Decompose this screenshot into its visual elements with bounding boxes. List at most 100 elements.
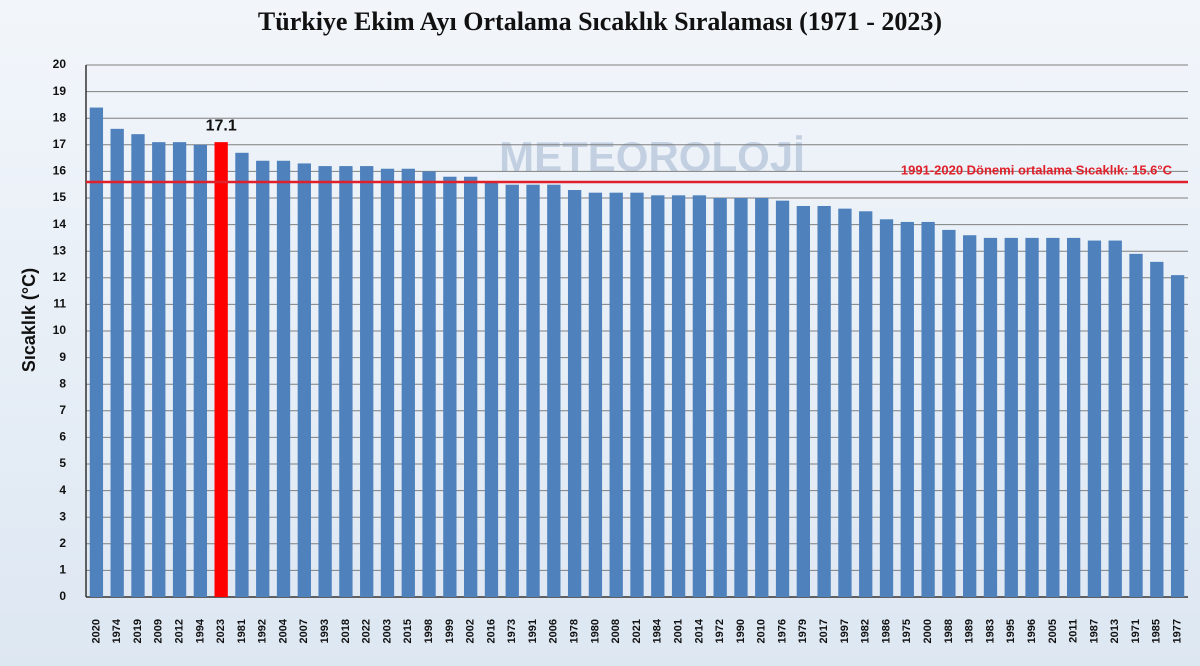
- y-tick-label: 8: [59, 376, 66, 390]
- bar: [713, 198, 727, 597]
- bar: [172, 142, 187, 597]
- data-label: 17.1: [206, 117, 237, 134]
- x-tick-label: 2006: [548, 619, 560, 643]
- bar: [1150, 261, 1164, 597]
- x-tick-label: 1980: [589, 619, 601, 643]
- x-tick-label: 1985: [1151, 619, 1163, 643]
- x-tick-label: 1983: [984, 619, 996, 643]
- bar: [339, 166, 353, 597]
- bar: [734, 198, 748, 597]
- x-tick-label: 2012: [173, 619, 185, 643]
- bar: [921, 221, 935, 597]
- x-tick-label: 1988: [943, 619, 955, 643]
- bar: [838, 208, 852, 597]
- bar: [547, 184, 561, 597]
- x-tick-label: 1997: [839, 619, 851, 643]
- bar: [796, 205, 810, 598]
- y-axis-label: Sıcaklık (°C): [19, 268, 39, 372]
- bar: [630, 192, 644, 597]
- x-tick-label: 2013: [1109, 619, 1121, 643]
- bar: [443, 176, 457, 597]
- y-tick-label: 3: [59, 509, 66, 523]
- bar: [983, 237, 998, 597]
- x-tick-label: 2000: [922, 619, 934, 643]
- y-tick-label: 12: [53, 270, 67, 284]
- bar: [297, 163, 311, 598]
- x-tick-label: 1998: [423, 619, 435, 643]
- x-tick-label: 1972: [714, 619, 726, 643]
- y-tick-label: 4: [59, 483, 66, 497]
- x-tick-label: 2010: [756, 619, 768, 643]
- bar: [567, 190, 582, 597]
- x-tick-label: 2002: [465, 619, 477, 643]
- x-tick-label: 2003: [381, 619, 393, 643]
- reference-label: 1991-2020 Dönemi ortalama Sıcaklık: 15.6…: [901, 162, 1173, 177]
- x-tick-label: 1973: [506, 619, 518, 643]
- y-tick-label: 2: [59, 536, 66, 550]
- bar: [900, 221, 914, 597]
- bar: [963, 235, 977, 598]
- x-tick-label: 1987: [1088, 619, 1100, 643]
- bar: [380, 168, 395, 598]
- bar: [401, 168, 415, 598]
- bar: [1087, 240, 1102, 597]
- bar: [256, 160, 270, 597]
- x-tick-label: 2018: [340, 619, 352, 643]
- x-tick-label: 1994: [194, 618, 206, 643]
- bar: [360, 166, 374, 597]
- y-tick-label: 18: [53, 110, 67, 124]
- watermark: METEOROLOJİ: [499, 133, 805, 180]
- bar: [464, 176, 478, 597]
- y-tick-label: 6: [59, 430, 66, 444]
- x-tick-label: 1995: [1005, 619, 1017, 643]
- x-tick-label: 1989: [964, 619, 976, 643]
- bar: [1066, 237, 1081, 597]
- bar: [526, 184, 540, 597]
- y-tick-label: 13: [53, 243, 67, 257]
- y-tick-label: 14: [53, 217, 67, 231]
- bar: [89, 107, 104, 597]
- x-tick-label: 1978: [569, 619, 581, 643]
- x-tick-label: 1999: [444, 619, 456, 643]
- y-tick-label: 9: [59, 350, 66, 364]
- x-tick-label: 2014: [693, 618, 705, 643]
- y-tick-label: 5: [59, 456, 66, 470]
- x-tick-label: 2021: [631, 619, 643, 643]
- x-tick-label: 1996: [1026, 619, 1038, 643]
- x-tick-label: 2016: [485, 619, 497, 643]
- y-tick-label: 10: [53, 323, 67, 337]
- bar: [1108, 240, 1122, 597]
- x-tick-label: 2022: [361, 619, 373, 643]
- x-tick-label: 2011: [1068, 619, 1080, 643]
- bar: [1004, 237, 1018, 597]
- bar: [1046, 237, 1060, 597]
- bar: [131, 134, 145, 597]
- x-tick-label: 2009: [153, 619, 165, 643]
- y-tick-label: 20: [53, 57, 67, 71]
- bar: [318, 166, 332, 597]
- y-tick-label: 1: [59, 563, 66, 577]
- x-tick-label: 1993: [319, 619, 331, 643]
- bar: [505, 184, 519, 597]
- bar: [484, 182, 499, 598]
- x-tick-label: 2001: [672, 619, 684, 643]
- x-tick-label: 1982: [860, 619, 872, 643]
- y-tick-label: 7: [59, 403, 66, 417]
- x-tick-label: 1984: [652, 618, 664, 643]
- x-tick-label: 1991: [527, 619, 539, 643]
- bar: [1170, 275, 1185, 597]
- bar: [651, 195, 665, 597]
- bar: [110, 128, 124, 597]
- x-tick-label: 1977: [1172, 619, 1184, 643]
- bar: [1025, 237, 1039, 597]
- y-tick-label: 19: [53, 84, 67, 98]
- y-tick-label: 11: [53, 297, 66, 311]
- bar: [214, 142, 228, 597]
- bar: [152, 142, 166, 597]
- bar: [671, 195, 686, 597]
- bar: [755, 198, 769, 597]
- x-tick-label: 1981: [236, 619, 248, 643]
- x-tick-label: 2019: [132, 619, 144, 643]
- bar: [859, 211, 873, 598]
